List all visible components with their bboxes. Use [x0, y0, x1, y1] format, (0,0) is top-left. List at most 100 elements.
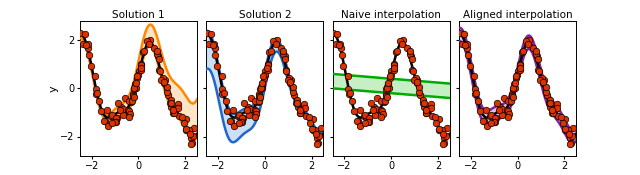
Point: [378, 112, 388, 115]
Point: [515, 63, 525, 66]
Point: [283, 79, 293, 82]
Point: [478, 120, 488, 123]
Point: [90, 75, 100, 78]
Point: [402, 46, 412, 49]
Point: [251, 109, 261, 112]
Point: [216, 75, 227, 78]
Point: [128, 95, 138, 98]
Point: [253, 101, 263, 104]
Point: [250, 99, 260, 102]
Point: [368, 108, 378, 111]
Point: [202, 31, 212, 34]
Point: [286, 78, 296, 81]
Point: [412, 82, 422, 85]
Point: [406, 55, 416, 57]
Point: [553, 115, 563, 117]
Point: [552, 107, 563, 110]
Point: [518, 50, 528, 52]
Point: [509, 87, 520, 89]
Point: [262, 69, 273, 71]
Point: [418, 98, 428, 101]
Point: [246, 97, 256, 100]
Point: [371, 109, 381, 112]
Point: [313, 141, 323, 144]
X-axis label: x: x: [514, 173, 521, 175]
Point: [278, 49, 289, 52]
Point: [377, 109, 387, 112]
Point: [513, 74, 523, 76]
Point: [332, 33, 342, 36]
Point: [544, 102, 554, 105]
Point: [92, 91, 102, 94]
Point: [144, 42, 154, 45]
Point: [173, 107, 184, 110]
Point: [155, 69, 165, 72]
Point: [186, 143, 196, 146]
Point: [86, 65, 96, 68]
Point: [79, 33, 90, 36]
Point: [414, 86, 424, 89]
Point: [100, 119, 110, 122]
Point: [288, 86, 298, 89]
Point: [336, 47, 346, 49]
Point: [161, 91, 172, 94]
Point: [129, 87, 140, 89]
Point: [479, 119, 489, 122]
Point: [491, 116, 501, 119]
Point: [545, 101, 555, 104]
Point: [169, 107, 179, 110]
Point: [497, 108, 508, 110]
Point: [244, 108, 255, 110]
Point: [168, 111, 179, 114]
Point: [382, 86, 392, 88]
Point: [364, 116, 374, 119]
Point: [511, 75, 521, 78]
Point: [508, 87, 518, 90]
Point: [407, 69, 417, 71]
Point: [285, 82, 296, 85]
Point: [376, 99, 387, 102]
Point: [162, 86, 172, 89]
Point: [462, 47, 472, 49]
Point: [394, 40, 404, 43]
Point: [385, 75, 395, 78]
Point: [421, 111, 431, 114]
Point: [108, 121, 118, 124]
Point: [541, 93, 552, 96]
Point: [383, 87, 394, 89]
Point: [179, 122, 189, 125]
Point: [300, 115, 310, 117]
Point: [129, 96, 139, 99]
Point: [250, 115, 260, 118]
Point: [524, 42, 534, 45]
Point: [388, 63, 399, 66]
Point: [300, 103, 310, 106]
Point: [465, 65, 475, 68]
Point: [524, 38, 534, 41]
Point: [292, 106, 303, 108]
Point: [355, 108, 365, 111]
Point: [497, 109, 508, 112]
Point: [295, 111, 305, 114]
Point: [347, 99, 357, 102]
Point: [131, 82, 141, 84]
Point: [560, 129, 570, 132]
Point: [376, 109, 386, 111]
Point: [531, 49, 541, 52]
Point: [262, 64, 273, 66]
Point: [125, 112, 135, 115]
Point: [166, 101, 176, 104]
Point: [386, 70, 396, 72]
Point: [163, 93, 173, 96]
Point: [225, 120, 236, 123]
Point: [470, 92, 480, 95]
Point: [134, 70, 144, 72]
Point: [359, 115, 369, 118]
Point: [221, 99, 231, 102]
Point: [159, 80, 169, 83]
Point: [222, 110, 232, 113]
Point: [235, 115, 245, 118]
Point: [154, 58, 164, 61]
Point: [515, 64, 525, 66]
Point: [481, 124, 492, 127]
